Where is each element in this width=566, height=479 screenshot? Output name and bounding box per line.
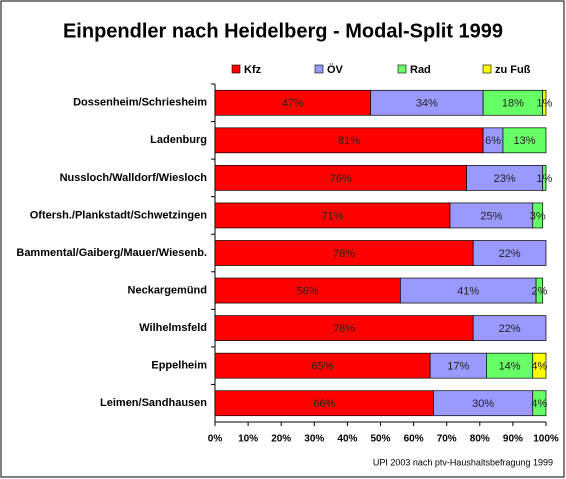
value-label: 81% [338,135,360,147]
bar-segment [214,202,451,229]
value-label: 78% [333,323,355,335]
x-tick-label: 10% [238,434,258,445]
bar-segment [400,277,537,304]
category-label: Wilhelmsfeld [139,322,207,334]
x-tick-label: 70% [437,434,457,445]
legend-label: Rad [410,64,431,76]
value-label: 4% [531,398,547,410]
value-label: 23% [494,173,516,185]
bar-segment [214,352,431,379]
value-label: 13% [513,135,535,147]
x-tick-label: 60% [404,434,424,445]
bar-segment [214,277,401,304]
bar-segment [532,390,547,417]
value-label: 41% [457,285,479,297]
category-label: Leimen/Sandhausen [100,397,207,409]
legend-swatch [314,64,324,74]
x-tick-label: 90% [503,434,523,445]
value-label: 76% [330,173,352,185]
x-tick-label: 40% [337,434,357,445]
value-label: 14% [499,361,521,373]
category-label: Eppelheim [151,360,207,372]
bar-segment [472,315,547,341]
value-label: 17% [447,361,469,373]
bar-segment [532,202,544,229]
value-label: 18% [502,98,524,110]
x-tick-label: 0% [208,434,223,445]
value-label: 65% [312,361,334,373]
x-tick-label: 20% [271,434,291,445]
value-label: 22% [499,323,521,335]
bar-segment [214,390,434,417]
bar-segment [466,165,544,191]
legend-label: Kfz [244,64,262,76]
value-label: 22% [499,248,521,260]
bar-segment [535,277,544,304]
bar-segment [472,240,547,266]
value-label: 6% [485,135,501,147]
bar-segment [532,352,547,379]
category-label: Neckargemünd [128,284,207,296]
value-label: 2% [531,285,547,297]
legend-label: zu Fuß [495,64,531,76]
value-label: 25% [480,210,502,222]
bar-segment [214,165,467,191]
bar-segment [542,89,547,116]
bar-segment [429,352,487,379]
bar-segment [214,240,474,266]
bar-segment [214,315,474,341]
bar-segment [502,127,547,154]
legend-swatch [482,64,492,74]
value-label: 1% [536,173,552,185]
category-label: Bammental/Gaiberg/Mauer/Wiesenb. [16,247,207,259]
legend-swatch [397,64,407,74]
category-label: Nussloch/Walldorf/Wiesloch [60,172,208,184]
value-label: 1% [536,98,552,110]
category-label: Ladenburg [150,134,207,146]
legend-swatch [231,64,241,74]
legend-label: ÖV [327,63,344,76]
category-label: Oftersh./Plankstadt/Schwetzingen [30,209,208,221]
bar-segment [486,352,534,379]
value-label: 30% [472,398,494,410]
value-label: 56% [297,285,319,297]
x-tick-label: 50% [370,434,390,445]
value-label: 34% [416,98,438,110]
bar-segment [449,202,534,229]
value-label: 3% [530,210,546,222]
source: UPI 2003 nach ptv-Haushaltsbefragung 199… [373,457,553,467]
value-label: 47% [282,98,304,110]
bar-segment [370,89,484,116]
bar-segment [433,390,534,417]
value-label: 4% [531,361,547,373]
category-label: Dossenheim/Schriesheim [73,97,207,109]
x-tick-label: 30% [304,434,324,445]
x-tick-label: 100% [533,434,559,445]
x-tick-label: 80% [470,434,490,445]
value-label: 71% [321,210,343,222]
value-label: 78% [333,248,355,260]
value-label: 66% [313,398,335,410]
bar-segment [542,165,547,191]
chart-title: Einpendler nach Heidelberg - Modal-Split… [63,20,503,42]
bar-segment [214,127,484,154]
